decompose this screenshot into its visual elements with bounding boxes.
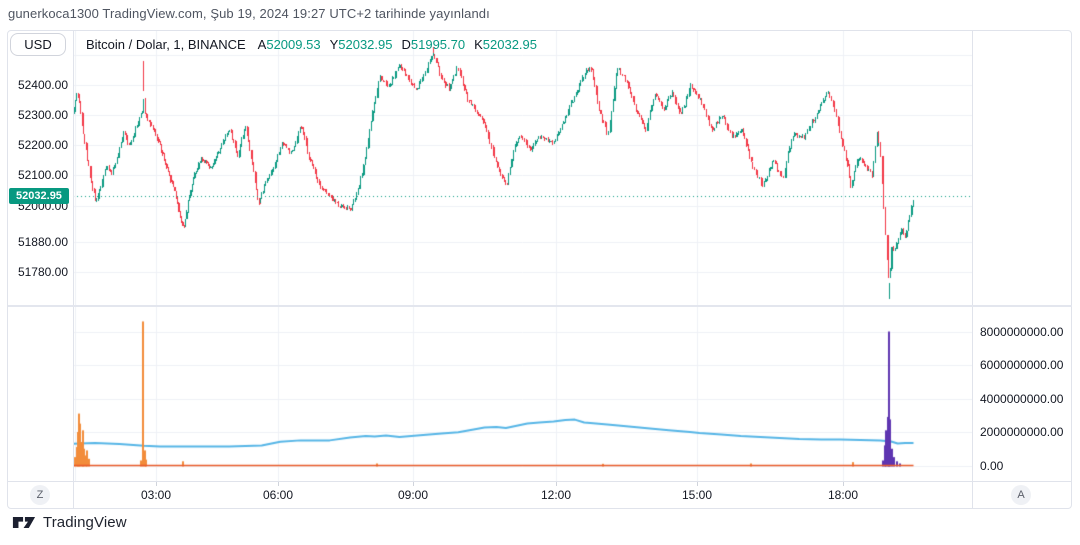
price-tick-label: 51880.00 xyxy=(17,234,68,249)
ohlc-pair: Y52032.95 xyxy=(329,37,393,52)
price-tick-label: 52100.00 xyxy=(17,168,68,183)
time-axis-tick xyxy=(413,482,414,486)
time-axis-label: 03:00 xyxy=(140,488,172,502)
price-axis-separator xyxy=(73,31,74,508)
price-tick-label: 51780.00 xyxy=(17,264,68,279)
ohlc-pair: K52032.95 xyxy=(474,37,538,52)
price-tick-label: 52200.00 xyxy=(17,138,68,153)
timezone-button[interactable]: Z xyxy=(30,485,50,505)
volume-pane-canvas[interactable] xyxy=(73,307,972,481)
time-axis-label: 09:00 xyxy=(397,488,429,502)
volume-tick-label: 0.00 xyxy=(980,458,1004,473)
ohlc-pair: D51995.70 xyxy=(401,37,466,52)
volume-tick-label: 6000000000.00 xyxy=(980,358,1064,372)
volume-axis-separator xyxy=(972,31,973,508)
time-axis-tick xyxy=(843,482,844,486)
time-axis-tick xyxy=(556,482,557,486)
currency-unit-button[interactable]: USD xyxy=(10,33,66,56)
pane-separator[interactable] xyxy=(8,305,1072,307)
price-pane-canvas[interactable] xyxy=(73,31,972,305)
volume-tick-label: 8000000000.00 xyxy=(980,324,1064,339)
time-axis-tick xyxy=(156,482,157,486)
volume-tick-label: 4000000000.00 xyxy=(980,391,1064,406)
time-axis-label: 06:00 xyxy=(262,488,294,502)
time-axis-label: 12:00 xyxy=(540,488,572,502)
published-info: gunerkoca1300 TradingView.com, Şub 19, 2… xyxy=(8,6,490,21)
last-price-badge: 52032.95 xyxy=(9,187,69,204)
tradingview-brand-text: TradingView xyxy=(43,514,127,531)
price-tick-label: 52400.00 xyxy=(17,78,68,92)
tradingview-logo-icon xyxy=(12,516,36,529)
price-tick-label: 52300.00 xyxy=(17,108,68,123)
chart-legend: Bitcoin / Dolar, 1, BINANCE A52009.53 Y52… xyxy=(86,37,546,52)
symbol-title: Bitcoin / Dolar, 1, BINANCE xyxy=(86,37,246,52)
time-axis-tick xyxy=(697,482,698,486)
volume-tick-label: 2000000000.00 xyxy=(980,425,1064,439)
tradingview-link[interactable]: TradingView xyxy=(12,514,127,531)
time-axis-label: 18:00 xyxy=(827,488,859,502)
time-axis-label: 15:00 xyxy=(681,488,713,502)
time-axis-border xyxy=(8,481,1072,482)
autoscale-button[interactable]: A xyxy=(1011,485,1031,505)
ohlc-pair: A52009.53 xyxy=(257,37,321,52)
time-axis-tick xyxy=(278,482,279,486)
ohlc-values: A52009.53 Y52032.95 D51995.70 K52032.95 xyxy=(258,37,546,52)
